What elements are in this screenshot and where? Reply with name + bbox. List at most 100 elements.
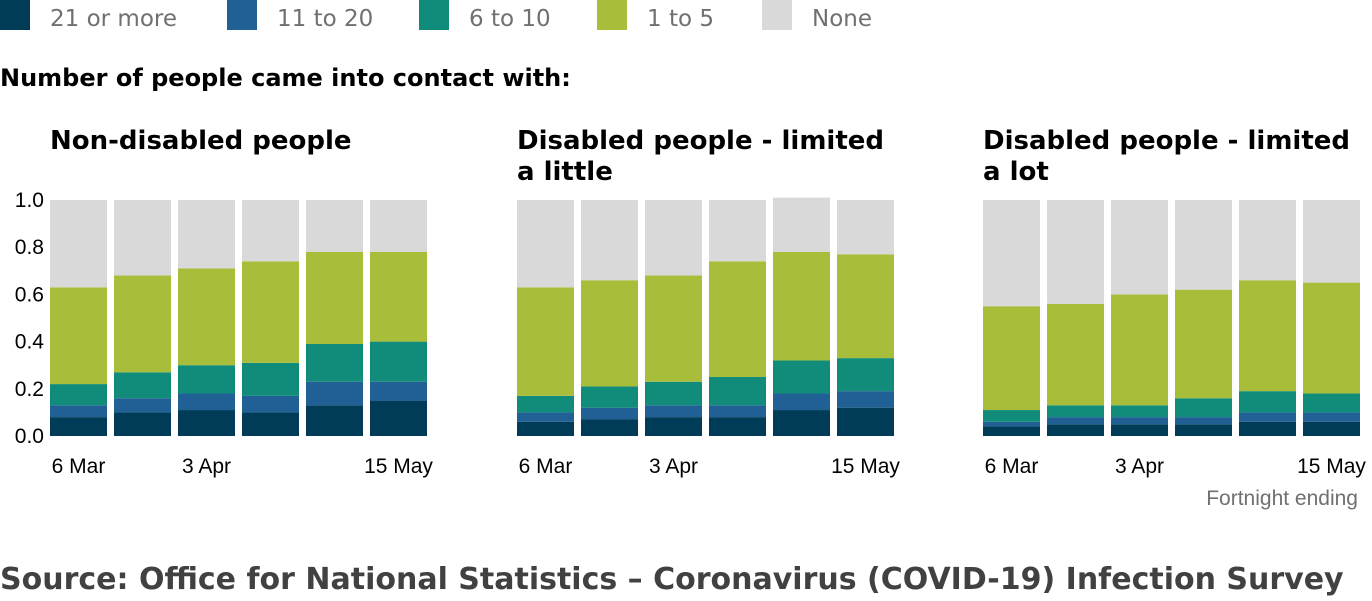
segment-6-to-10 <box>773 360 830 394</box>
segment-6-to-10 <box>370 341 427 382</box>
segment-none <box>983 200 1040 307</box>
segment-1-to-5 <box>1047 303 1104 406</box>
segment-6-to-10 <box>517 395 574 413</box>
segment-6-to-10 <box>645 381 702 406</box>
segment-1-to-5 <box>1239 280 1296 392</box>
legend-swatch <box>227 0 257 30</box>
segment-1-to-5 <box>1111 294 1168 406</box>
x-tick-label: 6 Mar <box>519 455 573 478</box>
segment-1-to-5 <box>581 280 638 387</box>
segment-11-to-20 <box>1175 417 1232 425</box>
x-tick-label: 6 Mar <box>52 455 106 478</box>
segment-none <box>1303 200 1360 283</box>
segment-none <box>581 200 638 281</box>
segment-none <box>1047 200 1104 304</box>
segment-11-to-20 <box>178 393 235 411</box>
legend-swatch <box>419 0 449 30</box>
segment-21-or-more <box>1111 424 1168 436</box>
legend-label: 21 or more <box>50 6 177 32</box>
segment-1-to-5 <box>114 275 171 373</box>
segment-none <box>517 200 574 288</box>
segment-21-or-more <box>517 421 574 436</box>
segment-11-to-20 <box>114 398 171 413</box>
segment-none <box>1175 200 1232 290</box>
x-tick-label: 15 May <box>1297 455 1366 478</box>
segment-1-to-5 <box>50 287 107 385</box>
segment-11-to-20 <box>1303 412 1360 422</box>
segment-11-to-20 <box>709 405 766 418</box>
legend-swatch <box>0 0 30 30</box>
y-tick-label: 0.2 <box>15 378 44 401</box>
x-axis-title: Fortnight ending <box>1206 487 1358 510</box>
source-note: Source: Office for National Statistics –… <box>0 562 1344 597</box>
segment-6-to-10 <box>1303 393 1360 413</box>
y-tick-label: 0.8 <box>15 236 44 259</box>
segment-21-or-more <box>773 410 830 436</box>
segment-21-or-more <box>1175 424 1232 436</box>
legend-label: None <box>812 6 873 32</box>
segment-11-to-20 <box>773 393 830 411</box>
segment-21-or-more <box>242 412 299 436</box>
panel-title-non-disabled: Non-disabled people <box>50 126 352 156</box>
segment-11-to-20 <box>242 395 299 413</box>
segment-6-to-10 <box>50 384 107 406</box>
chart-subtitle: Number of people came into contact with: <box>0 64 571 92</box>
x-tick-label: 3 Apr <box>182 455 231 478</box>
legend-swatch <box>762 0 792 30</box>
segment-11-to-20 <box>645 405 702 418</box>
x-tick-label: 6 Mar <box>985 455 1039 478</box>
segment-1-to-5 <box>1175 289 1232 399</box>
segment-none <box>178 200 235 269</box>
segment-21-or-more <box>114 412 171 436</box>
segment-11-to-20 <box>50 405 107 418</box>
y-tick-label: 0.0 <box>15 425 44 448</box>
segment-11-to-20 <box>983 421 1040 427</box>
segment-6-to-10 <box>1239 391 1296 413</box>
panel-title-limited-little: Disabled people - limited a little <box>517 126 884 187</box>
segment-21-or-more <box>306 405 363 436</box>
segment-21-or-more <box>837 407 894 436</box>
segment-none <box>306 200 363 252</box>
segment-21-or-more <box>1239 421 1296 436</box>
segment-1-to-5 <box>709 261 766 377</box>
panel-title-limited-lot: Disabled people - limited a lot <box>983 126 1350 187</box>
segment-1-to-5 <box>178 268 235 366</box>
segment-1-to-5 <box>306 251 363 344</box>
y-tick-label: 0.6 <box>15 283 44 306</box>
segment-11-to-20 <box>1111 417 1168 425</box>
x-tick-label: 3 Apr <box>649 455 698 478</box>
segment-1-to-5 <box>773 251 830 361</box>
segment-6-to-10 <box>581 386 638 408</box>
segment-11-to-20 <box>306 381 363 406</box>
segment-6-to-10 <box>983 410 1040 422</box>
segment-6-to-10 <box>178 365 235 394</box>
segment-11-to-20 <box>1239 412 1296 422</box>
legend: 21 or more 11 to 20 6 to 10 1 to 5 None <box>0 0 1372 40</box>
segment-21-or-more <box>50 417 107 436</box>
segment-6-to-10 <box>306 343 363 382</box>
segment-11-to-20 <box>581 407 638 420</box>
segment-1-to-5 <box>242 261 299 363</box>
segment-none <box>709 200 766 262</box>
x-tick-label: 15 May <box>831 455 900 478</box>
segment-21-or-more <box>178 410 235 436</box>
segment-6-to-10 <box>1047 405 1104 418</box>
legend-label: 1 to 5 <box>647 6 714 32</box>
segment-11-to-20 <box>1047 417 1104 425</box>
segment-6-to-10 <box>709 377 766 406</box>
segment-6-to-10 <box>242 362 299 396</box>
segment-none <box>645 200 702 276</box>
segment-21-or-more <box>581 419 638 436</box>
segment-none <box>50 200 107 288</box>
segment-none <box>242 200 299 262</box>
segment-21-or-more <box>370 400 427 436</box>
segment-21-or-more <box>709 417 766 436</box>
segment-1-to-5 <box>1303 282 1360 394</box>
segment-1-to-5 <box>645 275 702 382</box>
segment-11-to-20 <box>370 381 427 401</box>
segment-21-or-more <box>1303 421 1360 436</box>
segment-11-to-20 <box>517 412 574 422</box>
segment-none <box>773 197 830 252</box>
segment-none <box>1111 200 1168 295</box>
